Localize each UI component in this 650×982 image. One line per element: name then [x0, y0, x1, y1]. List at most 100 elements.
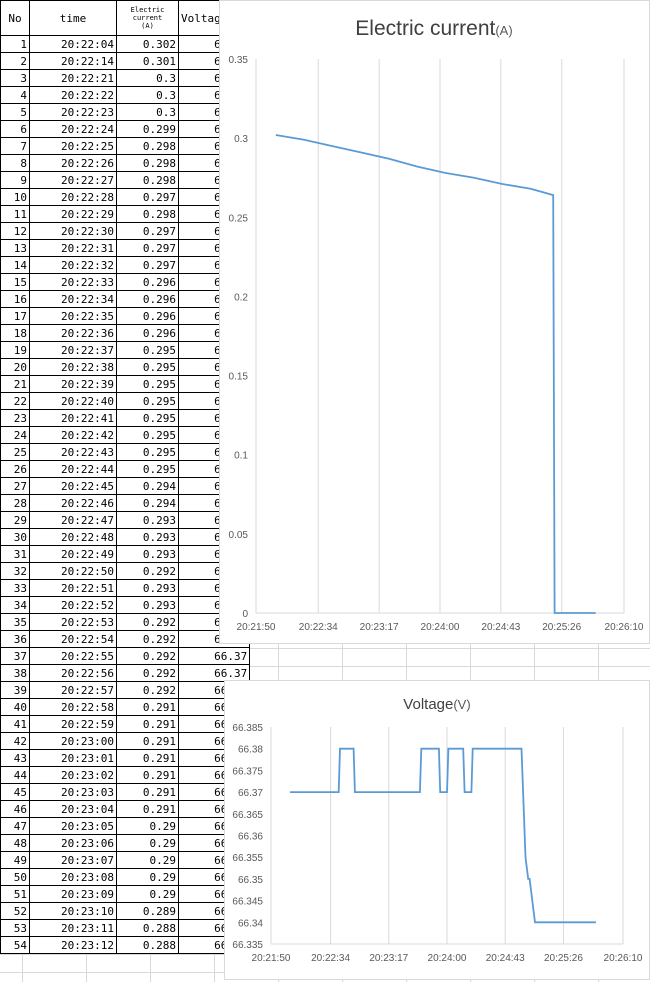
y-tick-label: 66.385	[232, 723, 263, 734]
header-time: time	[29, 0, 117, 36]
cell-current: 0.296	[116, 307, 179, 325]
cell-current: 0.294	[116, 494, 179, 512]
cell-time: 20:22:58	[29, 698, 117, 716]
cell-current: 0.294	[116, 477, 179, 495]
cell-time: 20:23:12	[29, 936, 117, 954]
cell-time: 20:23:10	[29, 902, 117, 920]
cell-no: 32	[0, 562, 30, 580]
y-tick-label: 66.375	[232, 766, 263, 777]
cell-no: 16	[0, 290, 30, 308]
cell-time: 20:22:54	[29, 630, 117, 648]
cell-time: 20:22:14	[29, 52, 117, 70]
cell-current: 0.295	[116, 443, 179, 461]
cell-time: 20:22:28	[29, 188, 117, 206]
x-tick-label: 20:21:50	[252, 953, 291, 964]
cell-current: 0.297	[116, 188, 179, 206]
cell-time: 20:23:05	[29, 817, 117, 835]
x-tick-label: 20:25:26	[544, 953, 583, 964]
y-tick-label: 66.355	[232, 853, 263, 864]
cell-time: 20:22:51	[29, 579, 117, 597]
y-tick-label: 66.36	[238, 832, 263, 843]
cell-time: 20:22:52	[29, 596, 117, 614]
cell-current: 0.295	[116, 426, 179, 444]
header-current: Electric current (A)	[116, 0, 179, 36]
cell-time: 20:22:42	[29, 426, 117, 444]
cell-current: 0.293	[116, 528, 179, 546]
cell-no: 19	[0, 341, 30, 359]
table-row: 320:22:210.366.37	[0, 69, 251, 87]
cell-time: 20:22:32	[29, 256, 117, 274]
table-row: 820:22:260.29866.37	[0, 154, 251, 172]
cell-no: 11	[0, 205, 30, 223]
cell-current: 0.296	[116, 324, 179, 342]
cell-time: 20:22:43	[29, 443, 117, 461]
x-tick-label: 20:26:10	[605, 622, 644, 633]
cell-no: 3	[0, 69, 30, 87]
x-tick-label: 20:22:34	[311, 953, 350, 964]
cell-time: 20:22:21	[29, 69, 117, 87]
voltage-chart: Voltage(V) 20:21:50 20:22:34 20:23:17 20:24:…	[224, 680, 650, 980]
cell-current: 0.298	[116, 154, 179, 172]
cell-current: 0.292	[116, 630, 179, 648]
cell-no: 22	[0, 392, 30, 410]
cell-no: 38	[0, 664, 30, 682]
x-tick-label: 20:24:43	[481, 622, 520, 633]
cell-time: 20:22:37	[29, 341, 117, 359]
cell-no: 25	[0, 443, 30, 461]
cell-no: 37	[0, 647, 30, 665]
cell-time: 20:22:04	[29, 35, 117, 53]
y-tick-label: 66.38	[238, 745, 263, 756]
cell-no: 45	[0, 783, 30, 801]
table-header-row: No time Electric current (A) Voltage(V)	[0, 0, 251, 36]
cell-no: 23	[0, 409, 30, 427]
cell-time: 20:22:39	[29, 375, 117, 393]
y-tick-label: 0.05	[229, 530, 249, 541]
y-tick-label: 66.37	[238, 788, 263, 799]
table-row: 37 20:22:55 0.292 66.37	[0, 647, 251, 665]
table-row: 920:22:270.29866.37	[0, 171, 251, 189]
cell-time: 20:22:34	[29, 290, 117, 308]
chart-title: Electric current(A)	[355, 17, 512, 40]
cell-no: 41	[0, 715, 30, 733]
series-line	[290, 747, 596, 924]
cell-no: 18	[0, 324, 30, 342]
table-row: 620:22:240.29966.37	[0, 120, 251, 138]
cell-current: 0.298	[116, 205, 179, 223]
cell-time: 20:22:22	[29, 86, 117, 104]
y-tick-label: 66.365	[232, 810, 263, 821]
cell-time: 20:23:03	[29, 783, 117, 801]
header-current-line3: (A)	[141, 22, 154, 30]
cell-no: 20	[0, 358, 30, 376]
cell-current: 0.293	[116, 545, 179, 563]
cell-current: 0.3	[116, 69, 179, 87]
cell-current: 0.298	[116, 171, 179, 189]
cell-time: 20:22:24	[29, 120, 117, 138]
cell-no: 6	[0, 120, 30, 138]
cell-time: 20:23:04	[29, 800, 117, 818]
cell-time: 20:22:27	[29, 171, 117, 189]
cell-time: 20:22:36	[29, 324, 117, 342]
cell-current: 0.298	[116, 137, 179, 155]
cell-time: 20:22:50	[29, 562, 117, 580]
cell-time: 20:22:31	[29, 239, 117, 257]
chart-title-unit: (A)	[495, 23, 512, 38]
x-tick-label: 20:26:10	[604, 953, 643, 964]
x-tick-label: 20:24:00	[428, 953, 467, 964]
x-tick-label: 20:21:50	[237, 622, 276, 633]
cell-no: 49	[0, 851, 30, 869]
cell-current: 0.3	[116, 86, 179, 104]
table-row: 420:22:220.366.37	[0, 86, 251, 104]
